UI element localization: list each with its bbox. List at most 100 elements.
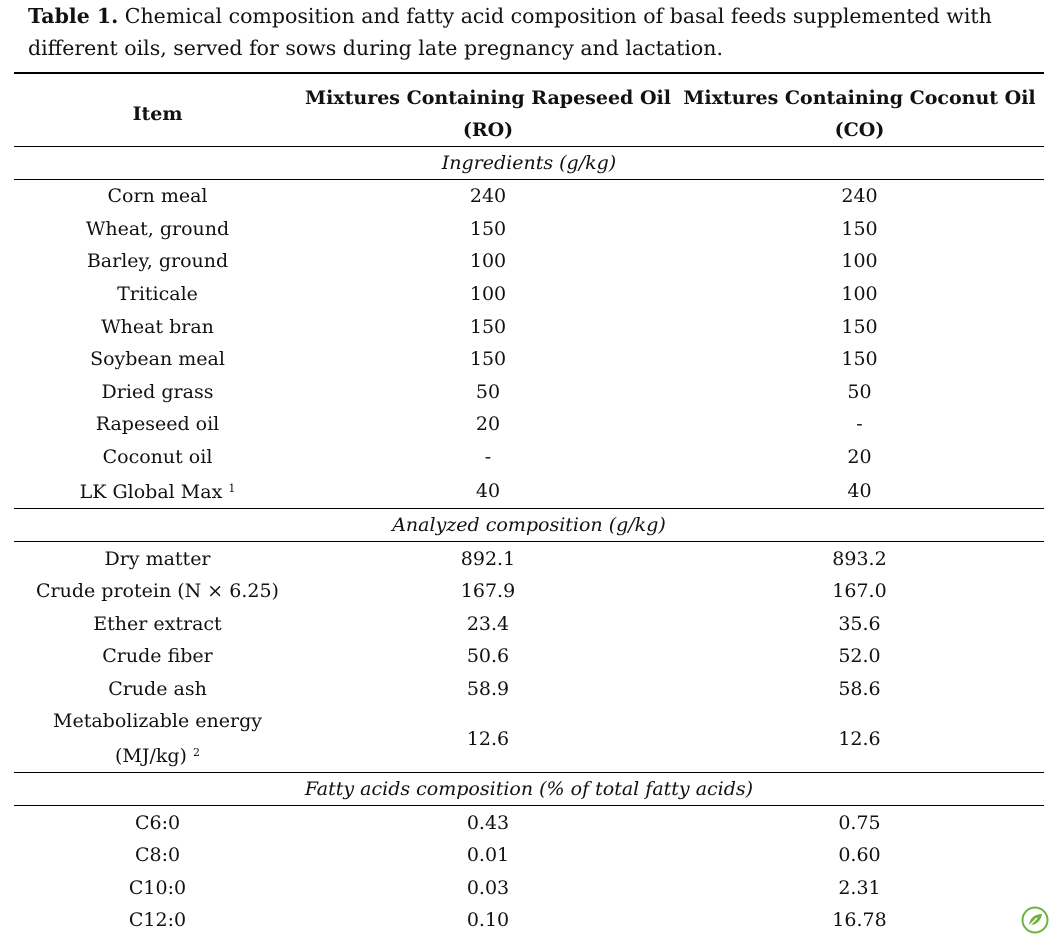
cell-item: Rapeseed oil bbox=[14, 408, 301, 441]
section-row-analyzed: Analyzed composition (g/kg) bbox=[14, 508, 1044, 543]
section-heading: Analyzed composition (g/kg) bbox=[14, 508, 1044, 543]
cell-ro: 0.01 bbox=[466, 844, 510, 867]
cell-co: 150 bbox=[841, 348, 878, 371]
cell-item-text: Corn meal bbox=[107, 185, 208, 208]
cell-co: 12.6 bbox=[838, 727, 881, 750]
cell-co: 893.2 bbox=[832, 547, 887, 570]
cell-item-text: C10:0 bbox=[128, 876, 187, 899]
table-row: Crude fiber 50.6 52.0 bbox=[14, 640, 1044, 673]
leaf-logo-icon bbox=[1021, 906, 1049, 934]
cell-item: C6:0 bbox=[14, 806, 301, 839]
cell-item-text: LK Global Max bbox=[79, 481, 223, 504]
cell-ro: 50 bbox=[475, 380, 501, 403]
cell-ro: 0.03 bbox=[466, 876, 510, 899]
cell-item-text: C6:0 bbox=[134, 811, 181, 834]
section-heading: Fatty acids composition (% of total fatt… bbox=[14, 772, 1044, 807]
cell-item: Metabolizable energy (MJ/kg) 2 bbox=[14, 705, 301, 773]
cell-co: 150 bbox=[841, 315, 878, 338]
cell-ro: 150 bbox=[469, 315, 507, 338]
table-row: Triticale 100 100 bbox=[14, 278, 1044, 311]
cell-item-text: Crude protein (N × 6.25) bbox=[36, 580, 279, 603]
cell-co: 52.0 bbox=[838, 645, 881, 668]
cell-co: 35.6 bbox=[838, 612, 881, 635]
cell-item: Crude protein (N × 6.25) bbox=[14, 575, 301, 608]
cell-ro: - bbox=[484, 446, 492, 469]
section-heading: Ingredients (g/kg) bbox=[14, 146, 1044, 180]
cell-co: 40 bbox=[847, 479, 872, 502]
cell-item-text: Ether extract bbox=[93, 612, 222, 635]
cell-item: Dry matter bbox=[14, 542, 301, 575]
cell-item: C10:0 bbox=[14, 872, 301, 905]
table-row: Coconut oil - 20 bbox=[14, 441, 1044, 474]
cell-ro: 40 bbox=[475, 479, 501, 502]
table-header: Item Mixtures Containing Rapeseed Oil (RO… bbox=[14, 73, 1044, 147]
caption-text: Chemical composition and fatty acid comp… bbox=[28, 4, 992, 60]
cell-ro: 100 bbox=[469, 283, 507, 306]
header-ro-line2: (RO) bbox=[462, 119, 514, 141]
cell-item: Dried grass bbox=[14, 376, 301, 409]
header-ro-line1: Mixtures Containing Rapeseed Oil bbox=[305, 87, 671, 109]
cell-ro: 150 bbox=[469, 348, 507, 371]
cell-ro: 167.9 bbox=[460, 580, 516, 603]
cell-item: Crude fiber bbox=[14, 640, 301, 673]
table-row: Rapeseed oil 20 - bbox=[14, 408, 1044, 441]
cell-ro: 150 bbox=[469, 217, 507, 240]
cell-co: 58.6 bbox=[838, 678, 881, 701]
cell-co: 50 bbox=[847, 380, 872, 403]
header-co: Mixtures Containing Coconut Oil (CO) bbox=[675, 73, 1044, 147]
cell-ro: 0.43 bbox=[466, 811, 510, 834]
cell-ro: 100 bbox=[469, 250, 507, 273]
cell-co: 2.31 bbox=[838, 876, 881, 899]
table-row: C6:0 0.43 0.75 bbox=[14, 806, 1044, 839]
cell-item: Crude ash bbox=[14, 673, 301, 706]
caption-label: Table 1. bbox=[28, 4, 119, 28]
cell-ro: 50.6 bbox=[466, 645, 510, 668]
cell-item-text: Triticale bbox=[117, 283, 198, 306]
cell-item-text: (MJ/kg) bbox=[114, 745, 187, 768]
cell-ro: 240 bbox=[469, 185, 507, 208]
cell-ro: 12.6 bbox=[466, 727, 510, 750]
table-row: Crude protein (N × 6.25) 167.9 167.0 bbox=[14, 575, 1044, 608]
cell-co: 167.0 bbox=[832, 580, 887, 603]
footnote-marker: 1 bbox=[228, 482, 236, 496]
cell-co: 16.78 bbox=[832, 909, 887, 932]
composition-table: Item Mixtures Containing Rapeseed Oil (RO… bbox=[14, 72, 1044, 937]
cell-ro: 892.1 bbox=[460, 547, 516, 570]
cell-item-text: C8:0 bbox=[134, 844, 181, 867]
cell-ro: 58.9 bbox=[466, 678, 510, 701]
cell-co: 240 bbox=[841, 185, 878, 208]
cell-item-text: Dried grass bbox=[101, 380, 214, 403]
cell-item-text: Crude ash bbox=[108, 678, 207, 701]
cell-item-text: Dry matter bbox=[104, 547, 211, 570]
table-row: C12:0 0.10 16.78 bbox=[14, 904, 1044, 937]
table-row: Crude ash 58.9 58.6 bbox=[14, 673, 1044, 706]
cell-item: LK Global Max 1 bbox=[14, 473, 301, 509]
cell-co: 0.75 bbox=[838, 811, 881, 834]
cell-ro: 20 bbox=[475, 413, 501, 436]
cell-item-text: Wheat, ground bbox=[85, 217, 230, 240]
cell-item: C12:0 bbox=[14, 904, 301, 937]
cell-co: 20 bbox=[847, 446, 872, 469]
cell-item: Corn meal bbox=[14, 180, 301, 213]
cell-item: C8:0 bbox=[14, 839, 301, 872]
cell-item: Wheat bran bbox=[14, 310, 301, 343]
cell-co: - bbox=[856, 413, 863, 436]
footnote-marker: 2 bbox=[193, 746, 201, 760]
table-row: C10:0 0.03 2.31 bbox=[14, 872, 1044, 905]
cell-co: 100 bbox=[841, 250, 878, 273]
cell-item-text: Crude fiber bbox=[102, 645, 213, 668]
cell-item-text: Coconut oil bbox=[102, 446, 213, 469]
table-row: Metabolizable energy (MJ/kg) 2 12.6 12.6 bbox=[14, 705, 1044, 773]
section-row-fatty: Fatty acids composition (% of total fatt… bbox=[14, 772, 1044, 807]
cell-item: Barley, ground bbox=[14, 245, 301, 278]
cell-item: Ether extract bbox=[14, 608, 301, 641]
cell-ro: 0.10 bbox=[466, 909, 510, 932]
table-row: Dried grass 50 50 bbox=[14, 376, 1044, 409]
cell-item-text: C12:0 bbox=[128, 909, 187, 932]
cell-co: 0.60 bbox=[838, 844, 881, 867]
header-co-line1: Mixtures Containing Coconut Oil bbox=[683, 87, 1036, 109]
table-row: LK Global Max 1 40 40 bbox=[14, 473, 1044, 509]
table-row: Barley, ground 100 100 bbox=[14, 245, 1044, 278]
table-row: C8:0 0.01 0.60 bbox=[14, 839, 1044, 872]
cell-co: 150 bbox=[841, 217, 878, 240]
